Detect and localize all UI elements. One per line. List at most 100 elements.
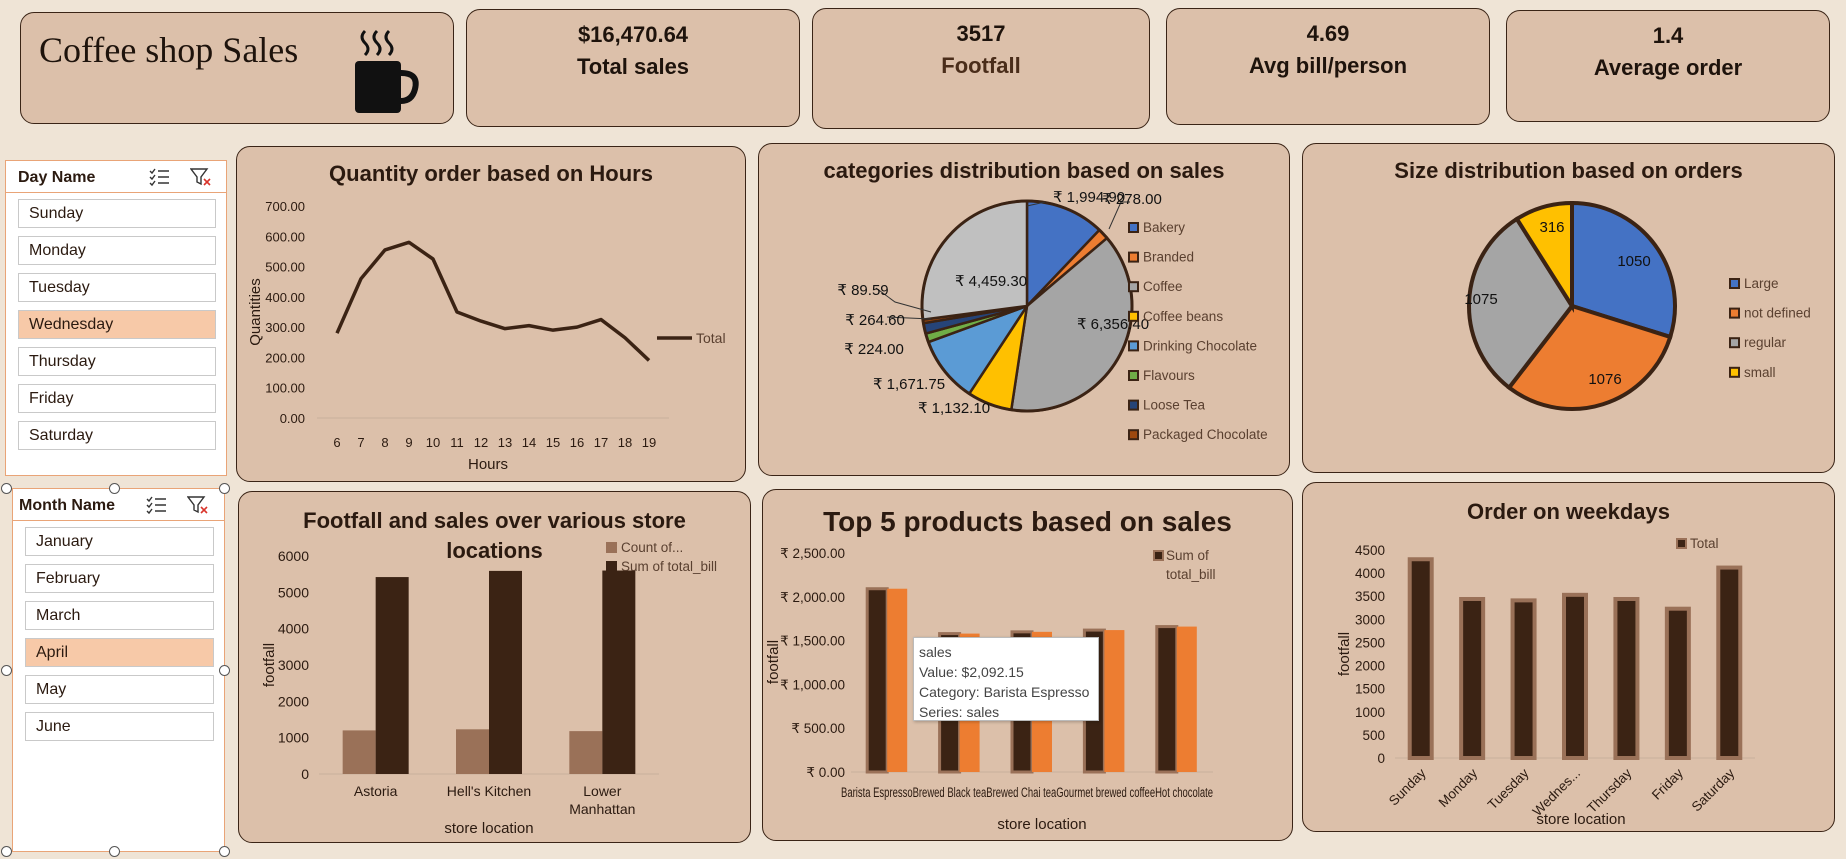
slicer-item-monday[interactable]: Monday xyxy=(18,236,216,265)
y-tick-label: ₹ 2,500.00 xyxy=(780,546,845,561)
x-tick-label: Hell's Kitchen xyxy=(447,783,531,799)
data-label: ₹ 1,994.90 xyxy=(1053,189,1125,206)
slicer-item-january[interactable]: January xyxy=(25,527,214,556)
bar-total xyxy=(1407,557,1434,760)
x-tick-label: 19 xyxy=(642,435,656,450)
resize-handle[interactable] xyxy=(219,665,230,676)
x-tick-label: Tuesday xyxy=(1485,765,1532,812)
x-tick-label: 9 xyxy=(405,435,412,450)
slicer-item-thursday[interactable]: Thursday xyxy=(18,347,216,376)
bar-sum xyxy=(375,577,409,774)
bar-total xyxy=(1459,596,1486,760)
y-tick-label: 5000 xyxy=(278,584,309,600)
slicer-item-wednesday[interactable]: Wednesday xyxy=(18,310,216,339)
legend-label: Branded xyxy=(1143,250,1194,265)
chart-title: Quantity order based on Hours xyxy=(329,161,653,186)
kpi-label: Footfall xyxy=(941,53,1021,78)
y-tick-label: 600.00 xyxy=(265,229,305,244)
y-tick-label: 2000 xyxy=(278,693,309,709)
slicer-item-sunday[interactable]: Sunday xyxy=(18,199,216,228)
resize-handle[interactable] xyxy=(1,665,12,676)
chart-title: categories distribution based on sales xyxy=(823,158,1225,183)
bar-sales xyxy=(1176,626,1197,772)
x-tick-label: Lower xyxy=(583,783,621,799)
x-tick-label: 18 xyxy=(618,435,632,450)
slicer-item-february[interactable]: February xyxy=(25,564,214,593)
y-tick-label: 100.00 xyxy=(265,381,305,396)
slicer-header: Day Name xyxy=(6,161,226,193)
slicer-item-friday[interactable]: Friday xyxy=(18,384,216,413)
x-tick-label: 7 xyxy=(357,435,364,450)
legend-label: Coffee xyxy=(1143,279,1183,294)
slicer-item-march[interactable]: March xyxy=(25,601,214,630)
legend-marker xyxy=(1128,222,1139,233)
multi-select-icon[interactable] xyxy=(145,495,167,515)
size-pie-card[interactable]: Size distribution based on orders 1050 10… xyxy=(1302,143,1835,473)
y-tick-label: 1500 xyxy=(1355,682,1385,697)
categories-pie-card[interactable]: categories distribution based on sales ₹… xyxy=(758,143,1290,476)
data-label: ₹ 4,459.30 xyxy=(955,273,1027,290)
leader-line xyxy=(1026,201,1046,207)
bar-count xyxy=(342,730,376,774)
clear-filter-icon[interactable] xyxy=(187,495,209,515)
bar-count xyxy=(456,729,489,774)
bar-count xyxy=(569,731,603,774)
legend-label: Total xyxy=(1690,536,1719,551)
legend-marker xyxy=(1128,429,1139,441)
x-tick-label: 6 xyxy=(333,435,340,450)
legend-label: regular xyxy=(1744,335,1787,350)
x-tick-label: 10 xyxy=(426,435,440,450)
store-location-bar-chart: 0 1000 2000 3000 4000 5000 6000 Astoria Hell's K… xyxy=(261,540,717,837)
weekday-chart-card[interactable]: Order on weekdays 0 500 1000 1500 2000 2500 30… xyxy=(1302,482,1835,832)
x-tick-label: Saturday xyxy=(1689,765,1738,814)
leader-line xyxy=(1108,201,1130,230)
legend-marker xyxy=(1128,340,1139,352)
x-axis-label: store location xyxy=(1536,811,1625,828)
x-tick-label: Friday xyxy=(1649,765,1686,802)
resize-handle[interactable] xyxy=(1,846,12,857)
tooltip-line: Value: $2,092.15 xyxy=(919,664,1024,680)
y-tick-label: ₹ 0.00 xyxy=(806,765,845,780)
legend-marker xyxy=(1676,538,1687,549)
month-slicer[interactable]: Month Name January February March April May J… xyxy=(12,488,225,852)
resize-handle[interactable] xyxy=(109,846,120,857)
y-tick-label: 1000 xyxy=(278,730,309,746)
chart-title: Size distribution based on orders xyxy=(1394,158,1743,183)
clear-filter-icon[interactable] xyxy=(190,167,212,187)
top-products-chart-card[interactable]: Top 5 products based on sales ₹ 0.00 ₹ 50… xyxy=(762,489,1293,841)
dashboard-title: Coffee shop Sales xyxy=(39,30,299,70)
resize-handle[interactable] xyxy=(219,483,230,494)
slicer-item-june[interactable]: June xyxy=(25,712,214,741)
bar-total xyxy=(1562,592,1588,760)
resize-handle[interactable] xyxy=(109,483,120,494)
x-tick-labels: Barista EspressoBrewed Black teaBrewed C… xyxy=(841,785,1213,800)
slicer-items: Sunday Monday Tuesday Wednesday Thursday Frid… xyxy=(6,199,226,450)
slicer-item-saturday[interactable]: Saturday xyxy=(18,421,216,450)
kpi-label: Average order xyxy=(1593,55,1743,80)
leader-line xyxy=(875,287,932,313)
multi-select-icon[interactable] xyxy=(148,167,170,187)
legend-label: Loose Tea xyxy=(1143,398,1206,413)
bar-sum xyxy=(489,570,522,774)
categories-pie-chart: ₹ 1,994.90₹ 278.00₹ 6,356.40₹ 1,132.10₹ … xyxy=(837,189,1267,442)
store-location-chart-card[interactable]: Footfall and sales over various store lo… xyxy=(238,491,751,843)
y-tick-label: ₹ 500.00 xyxy=(791,721,845,736)
x-tick-label: 14 xyxy=(522,435,536,450)
hours-line-chart-card[interactable]: Quantity order based on Hours 0.00 100.00… xyxy=(236,146,746,482)
resize-handle[interactable] xyxy=(1,483,12,494)
slicer-item-may[interactable]: May xyxy=(25,675,214,704)
day-slicer[interactable]: Day Name Sunday Monday Tuesday Wednesday Thu… xyxy=(5,160,227,476)
y-tick-label: 700.00 xyxy=(265,199,305,214)
legend-marker xyxy=(1729,337,1740,349)
slicer-item-april[interactable]: April xyxy=(25,638,214,667)
y-tick-label: ₹ 1,000.00 xyxy=(780,677,845,692)
x-tick-label: 8 xyxy=(381,435,388,450)
pie-slice-regular xyxy=(1467,216,1575,391)
y-tick-label: 6000 xyxy=(278,548,309,564)
slicer-item-tuesday[interactable]: Tuesday xyxy=(18,273,216,302)
bar-sum xyxy=(865,587,889,774)
data-label: 1050 xyxy=(1617,253,1650,270)
pie-slice-small xyxy=(1514,200,1574,313)
resize-handle[interactable] xyxy=(219,846,230,857)
y-tick-label: 300.00 xyxy=(265,320,305,335)
